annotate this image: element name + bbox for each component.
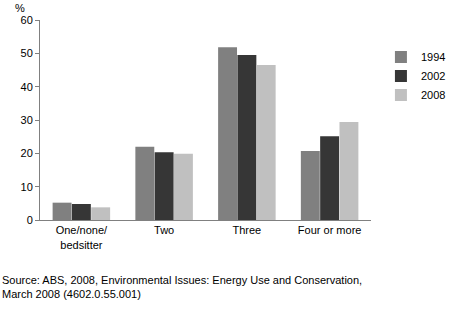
svg-text:2002: 2002 xyxy=(421,70,445,82)
svg-text:Two: Two xyxy=(154,224,174,236)
svg-text:40: 40 xyxy=(21,81,33,93)
svg-text:One/none/bedsitter: One/none/bedsitter xyxy=(56,224,108,250)
svg-text:1994: 1994 xyxy=(421,51,445,63)
svg-text:Four or more: Four or more xyxy=(298,224,362,236)
svg-text:Three: Three xyxy=(233,224,262,236)
svg-text:50: 50 xyxy=(21,47,33,59)
svg-text:Source: ABS, 2008, Environment: Source: ABS, 2008, Environmental Issues:… xyxy=(2,274,362,300)
svg-text:0: 0 xyxy=(27,214,33,226)
svg-text:%: % xyxy=(15,2,25,14)
svg-text:30: 30 xyxy=(21,114,33,126)
svg-text:10: 10 xyxy=(21,181,33,193)
svg-text:20: 20 xyxy=(21,147,33,159)
svg-text:60: 60 xyxy=(21,14,33,26)
svg-text:2008: 2008 xyxy=(421,89,445,101)
